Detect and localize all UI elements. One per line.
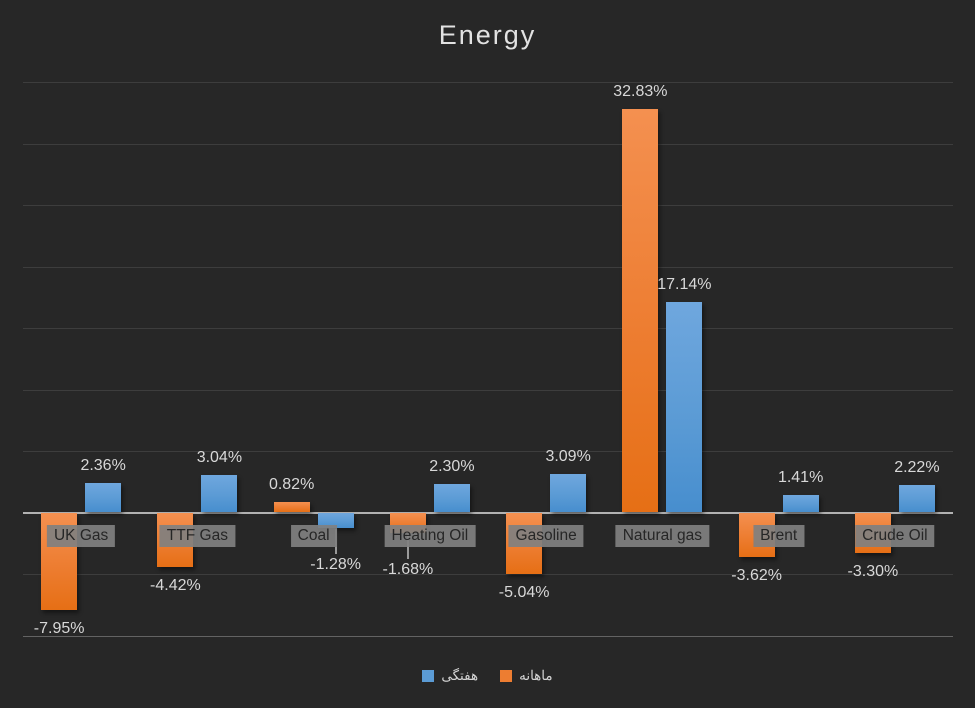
data-label-weekly-ttf-gas: 3.04% xyxy=(196,449,243,467)
gridline xyxy=(23,574,953,575)
category-label-crude-oil: Crude Oil xyxy=(855,525,935,547)
legend-item-monthly: ماهانه xyxy=(500,668,553,684)
data-label-monthly-heating-oil: -1.68% xyxy=(382,561,434,579)
legend-label-monthly: ماهانه xyxy=(519,668,553,683)
category-label-gasoline: Gasoline xyxy=(508,525,584,547)
gridline xyxy=(23,328,953,329)
data-label-weekly-gasoline: 3.09% xyxy=(545,448,591,466)
category-label-natural-gas: Natural gas xyxy=(615,525,710,547)
bar-weekly-natural-gas xyxy=(666,301,703,513)
data-label-weekly-uk-gas: 2.36% xyxy=(80,457,126,475)
gridline xyxy=(23,635,953,637)
gridline xyxy=(23,205,953,206)
chart-title: Energy xyxy=(438,20,537,50)
data-label-weekly-coal: -1.28% xyxy=(310,556,361,574)
gridline xyxy=(23,266,953,268)
bar-weekly-uk-gas xyxy=(85,483,122,513)
zero-axis-line xyxy=(23,511,953,514)
category-label-coal: Coal xyxy=(290,525,337,547)
data-label-weekly-crude-oil: 2.22% xyxy=(894,459,940,477)
bar-weekly-coal xyxy=(317,512,354,529)
bar-weekly-ttf-gas xyxy=(201,475,238,513)
bar-weekly-crude-oil xyxy=(898,485,935,513)
gridline xyxy=(23,143,953,145)
data-label-weekly-brent: 1.41% xyxy=(777,469,824,487)
data-label-monthly-ttf-gas: -4.42% xyxy=(150,576,201,594)
legend-item-weekly: هفتگی xyxy=(422,668,478,684)
category-label-heating-oil: Heating Oil xyxy=(384,525,476,547)
category-label-uk-gas: UK Gas xyxy=(46,525,116,547)
bar-monthly-natural-gas xyxy=(622,108,659,513)
bar-monthly-coal xyxy=(273,502,310,513)
data-label-monthly-gasoline: -5.04% xyxy=(498,584,550,602)
legend-swatch-monthly xyxy=(500,670,513,682)
category-label-ttf-gas: TTF Gas xyxy=(159,525,235,547)
bar-weekly-gasoline xyxy=(550,474,587,513)
legend-label-weekly: هفتگی xyxy=(441,668,479,683)
legend: هفتگی ماهانه xyxy=(0,664,975,688)
data-label-monthly-brent: -3.62% xyxy=(731,567,782,585)
data-label-monthly-natural-gas: 32.83% xyxy=(613,82,668,100)
bar-weekly-brent xyxy=(782,495,819,513)
gridline xyxy=(23,389,953,391)
gridline xyxy=(23,82,953,83)
gridline xyxy=(23,451,953,452)
category-label-brent: Brent xyxy=(753,525,805,547)
data-label-monthly-uk-gas: -7.95% xyxy=(33,620,85,638)
data-label-weekly-heating-oil: 2.30% xyxy=(429,458,475,476)
legend-swatch-weekly xyxy=(422,670,435,682)
data-label-monthly-coal: 0.82% xyxy=(268,476,315,494)
data-label-weekly-natural-gas: 17.14% xyxy=(657,275,712,293)
bar-weekly-heating-oil xyxy=(433,484,470,513)
data-label-monthly-crude-oil: -3.30% xyxy=(847,563,899,581)
